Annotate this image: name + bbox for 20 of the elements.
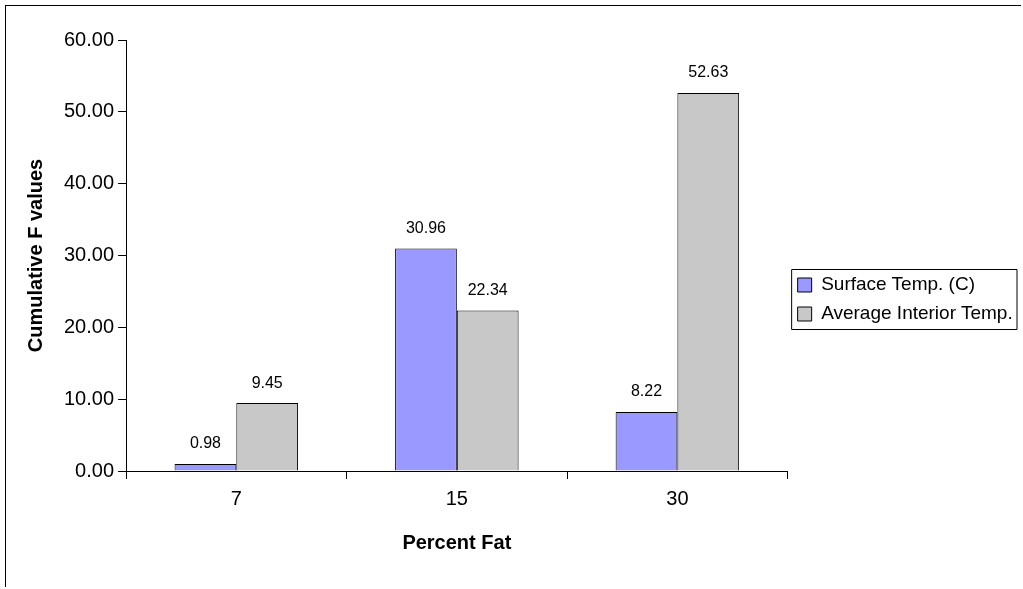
x-tick-label: 15 bbox=[445, 486, 468, 509]
y-tick-label: 0.00 bbox=[75, 458, 115, 481]
data-label: 9.45 bbox=[251, 373, 283, 391]
data-label: 52.63 bbox=[688, 63, 729, 81]
data-label: 0.98 bbox=[189, 434, 222, 452]
data-label: 8.22 bbox=[630, 382, 663, 400]
y-tick-label: 30.00 bbox=[63, 243, 115, 266]
legend-label: Average Interior Temp. bbox=[821, 302, 1013, 324]
y-tick-label: 40.00 bbox=[63, 171, 115, 194]
x-tick-label: 30 bbox=[666, 486, 689, 509]
y-tick-label: 10.00 bbox=[63, 386, 115, 409]
y-tick-label: 20.00 bbox=[63, 314, 115, 337]
y-tick-label: 50.00 bbox=[63, 99, 115, 122]
data-label: 22.34 bbox=[467, 280, 508, 298]
x-tick-label: 7 bbox=[230, 486, 242, 509]
data-label: 30.96 bbox=[405, 219, 447, 237]
y-tick-label: 60.00 bbox=[63, 27, 115, 50]
y-axis-title: Cumulative F values bbox=[23, 158, 46, 353]
legend-label: Surface Temp. (C) bbox=[821, 273, 975, 295]
x-axis-title: Percent Fat bbox=[402, 530, 512, 553]
